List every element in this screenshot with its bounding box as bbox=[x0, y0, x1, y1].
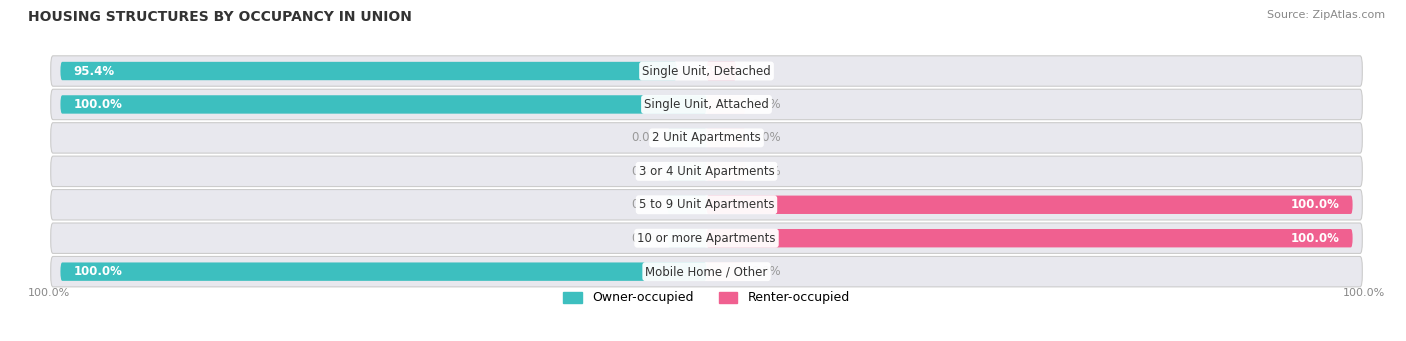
Text: 100.0%: 100.0% bbox=[28, 288, 70, 298]
Text: 0.0%: 0.0% bbox=[752, 131, 782, 144]
FancyBboxPatch shape bbox=[668, 162, 707, 180]
FancyBboxPatch shape bbox=[668, 229, 707, 248]
Text: 0.0%: 0.0% bbox=[752, 265, 782, 278]
Text: 0.0%: 0.0% bbox=[631, 131, 661, 144]
Text: 100.0%: 100.0% bbox=[73, 98, 122, 111]
FancyBboxPatch shape bbox=[707, 95, 745, 114]
FancyBboxPatch shape bbox=[60, 62, 676, 80]
FancyBboxPatch shape bbox=[51, 223, 1362, 253]
Text: 100.0%: 100.0% bbox=[1291, 198, 1340, 211]
FancyBboxPatch shape bbox=[51, 56, 1362, 86]
Text: 100.0%: 100.0% bbox=[1343, 288, 1385, 298]
FancyBboxPatch shape bbox=[60, 263, 707, 281]
Text: 3 or 4 Unit Apartments: 3 or 4 Unit Apartments bbox=[638, 165, 775, 178]
FancyBboxPatch shape bbox=[668, 129, 707, 147]
FancyBboxPatch shape bbox=[707, 162, 745, 180]
Text: 0.0%: 0.0% bbox=[752, 98, 782, 111]
Text: 5 to 9 Unit Apartments: 5 to 9 Unit Apartments bbox=[638, 198, 775, 211]
FancyBboxPatch shape bbox=[51, 256, 1362, 287]
Text: 2 Unit Apartments: 2 Unit Apartments bbox=[652, 131, 761, 144]
FancyBboxPatch shape bbox=[707, 263, 745, 281]
Text: 100.0%: 100.0% bbox=[73, 265, 122, 278]
Legend: Owner-occupied, Renter-occupied: Owner-occupied, Renter-occupied bbox=[558, 286, 855, 309]
Text: Single Unit, Detached: Single Unit, Detached bbox=[643, 64, 770, 77]
FancyBboxPatch shape bbox=[707, 129, 745, 147]
Text: 4.6%: 4.6% bbox=[690, 64, 723, 77]
Text: 0.0%: 0.0% bbox=[752, 165, 782, 178]
FancyBboxPatch shape bbox=[707, 62, 737, 80]
FancyBboxPatch shape bbox=[60, 95, 707, 114]
FancyBboxPatch shape bbox=[707, 196, 1353, 214]
FancyBboxPatch shape bbox=[51, 156, 1362, 187]
Text: 0.0%: 0.0% bbox=[631, 232, 661, 245]
Text: 0.0%: 0.0% bbox=[631, 198, 661, 211]
Text: 100.0%: 100.0% bbox=[1291, 232, 1340, 245]
FancyBboxPatch shape bbox=[51, 123, 1362, 153]
FancyBboxPatch shape bbox=[51, 89, 1362, 120]
Text: Mobile Home / Other: Mobile Home / Other bbox=[645, 265, 768, 278]
Text: 10 or more Apartments: 10 or more Apartments bbox=[637, 232, 776, 245]
Text: Single Unit, Attached: Single Unit, Attached bbox=[644, 98, 769, 111]
FancyBboxPatch shape bbox=[51, 190, 1362, 220]
Text: 0.0%: 0.0% bbox=[631, 165, 661, 178]
Text: Source: ZipAtlas.com: Source: ZipAtlas.com bbox=[1267, 10, 1385, 20]
FancyBboxPatch shape bbox=[707, 229, 1353, 248]
FancyBboxPatch shape bbox=[668, 196, 707, 214]
Text: 95.4%: 95.4% bbox=[73, 64, 114, 77]
Text: HOUSING STRUCTURES BY OCCUPANCY IN UNION: HOUSING STRUCTURES BY OCCUPANCY IN UNION bbox=[28, 10, 412, 24]
